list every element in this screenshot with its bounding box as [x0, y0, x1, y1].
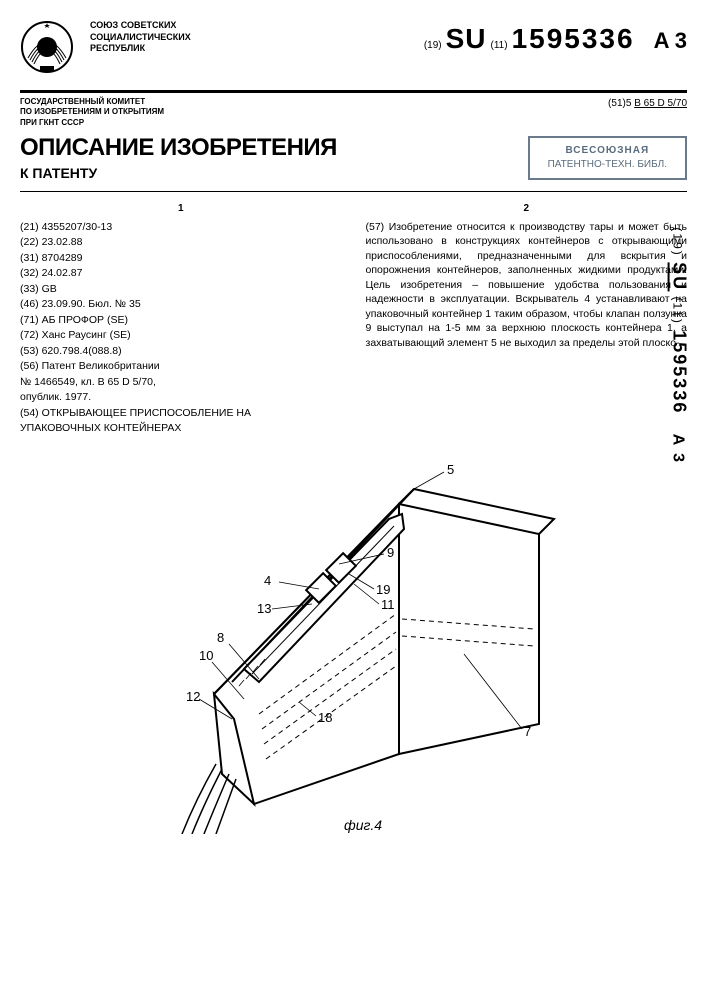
divider	[20, 90, 687, 93]
committee: ГОСУДАРСТВЕННЫЙ КОМИТЕТ ПО ИЗОБРЕТЕНИЯМ …	[20, 97, 164, 128]
bibliographic-data: (21) 4355207/30-13 (22) 23.02.88 (31) 87…	[20, 220, 342, 436]
stamp-line1: ВСЕСОЮЗНАЯ	[548, 144, 667, 158]
org-name: СОЮЗ СОВЕТСКИХ СОЦИАЛИСТИЧЕСКИХ РЕСПУБЛИ…	[90, 20, 409, 55]
column-2: 2 (57) Изобретение относится к производс…	[366, 202, 688, 437]
class-prefix: (51)5	[608, 98, 631, 109]
side-prefix: (19)	[671, 228, 685, 257]
ref-8: 8	[217, 630, 224, 645]
classification: (51)5 B 65 D 5/70	[608, 97, 687, 111]
ref-13: 13	[257, 601, 271, 616]
title-left: ОПИСАНИЕ ИЗОБРЕТЕНИЯ К ПАТЕНТУ	[20, 136, 337, 183]
ref-4: 4	[264, 573, 271, 588]
side-kind: A 3	[670, 434, 687, 464]
class-value: B 65 D 5/70	[634, 98, 687, 109]
stamp-line2: ПАТЕНТНО-ТЕХН. БИБЛ.	[548, 158, 667, 172]
ref-9: 9	[387, 545, 394, 560]
pub-number: 1595336	[512, 20, 635, 58]
second-row: ГОСУДАРСТВЕННЫЙ КОМИТЕТ ПО ИЗОБРЕТЕНИЯМ …	[20, 97, 687, 128]
field-56c: опублик. 1977.	[20, 390, 342, 404]
ref-10: 10	[199, 648, 213, 663]
field-72: (72) Ханс Раусинг (SE)	[20, 328, 342, 342]
field-53: (53) 620.798.4(088.8)	[20, 344, 342, 358]
pub-kind: A 3	[654, 26, 687, 56]
thin-divider	[20, 191, 687, 192]
field-33: (33) GB	[20, 282, 342, 296]
side-mid: (11)	[671, 297, 685, 325]
side-number: 1595336	[670, 331, 690, 415]
field-54b: УПАКОВОЧНЫХ КОНТЕЙНЕРАХ	[20, 421, 342, 435]
org-line1: СОЮЗ СОВЕТСКИХ	[90, 20, 409, 32]
field-54a: (54) ОТКРЫВАЮЩЕЕ ПРИСПОСОБЛЕНИЕ НА	[20, 406, 342, 420]
title-block: ОПИСАНИЕ ИЗОБРЕТЕНИЯ К ПАТЕНТУ ВСЕСОЮЗНА…	[20, 136, 687, 183]
figure-caption: фиг.4	[344, 817, 382, 833]
col1-head: 1	[20, 202, 342, 216]
abstract: (57) Изобретение относится к производств…	[366, 220, 688, 350]
ref-19: 19	[376, 582, 390, 597]
main-title: ОПИСАНИЕ ИЗОБРЕТЕНИЯ	[20, 136, 337, 160]
field-31: (31) 8704289	[20, 251, 342, 265]
header-row: СОЮЗ СОВЕТСКИХ СОЦИАЛИСТИЧЕСКИХ РЕСПУБЛИ…	[20, 20, 687, 80]
ussr-emblem-icon	[20, 20, 75, 80]
ref-7: 7	[524, 724, 531, 739]
figure-4-icon: 5 9 4 13 19 11 8 10 12 18 7 фиг.4	[144, 454, 564, 834]
ref-11: 11	[381, 597, 395, 612]
pub-prefix: (19)	[424, 39, 442, 53]
pub-mid: (11)	[491, 39, 508, 53]
columns: 1 (21) 4355207/30-13 (22) 23.02.88 (31) …	[20, 202, 687, 437]
committee-line2: ПО ИЗОБРЕТЕНИЯМ И ОТКРЫТИЯМ	[20, 107, 164, 117]
side-country: SU	[668, 263, 690, 292]
field-22: (22) 23.02.88	[20, 235, 342, 249]
committee-line1: ГОСУДАРСТВЕННЫЙ КОМИТЕТ	[20, 97, 164, 107]
side-pub-code: (19) SU (11) 1595336 A 3	[667, 228, 692, 465]
publication-number: (19) SU (11) 1595336 A 3	[424, 20, 687, 58]
figure-area: 5 9 4 13 19 11 8 10 12 18 7 фиг.4 (19) S…	[20, 454, 687, 834]
ref-5: 5	[447, 462, 454, 477]
field-32: (32) 24.02.87	[20, 266, 342, 280]
sub-title: К ПАТЕНТУ	[20, 164, 337, 183]
library-stamp: ВСЕСОЮЗНАЯ ПАТЕНТНО-ТЕХН. БИБЛ.	[528, 136, 687, 180]
pub-country: SU	[446, 20, 487, 58]
committee-line3: ПРИ ГКНТ СССР	[20, 118, 164, 128]
org-line3: РЕСПУБЛИК	[90, 43, 409, 55]
ref-12: 12	[186, 689, 200, 704]
field-56b: № 1466549, кл. B 65 D 5/70,	[20, 375, 342, 389]
field-21: (21) 4355207/30-13	[20, 220, 342, 234]
field-56a: (56) Патент Великобритании	[20, 359, 342, 373]
col2-head: 2	[366, 202, 688, 216]
column-1: 1 (21) 4355207/30-13 (22) 23.02.88 (31) …	[20, 202, 342, 437]
org-line2: СОЦИАЛИСТИЧЕСКИХ	[90, 32, 409, 44]
ref-18: 18	[318, 710, 332, 725]
field-46: (46) 23.09.90. Бюл. № 35	[20, 297, 342, 311]
field-71: (71) АБ ПРОФОР (SE)	[20, 313, 342, 327]
